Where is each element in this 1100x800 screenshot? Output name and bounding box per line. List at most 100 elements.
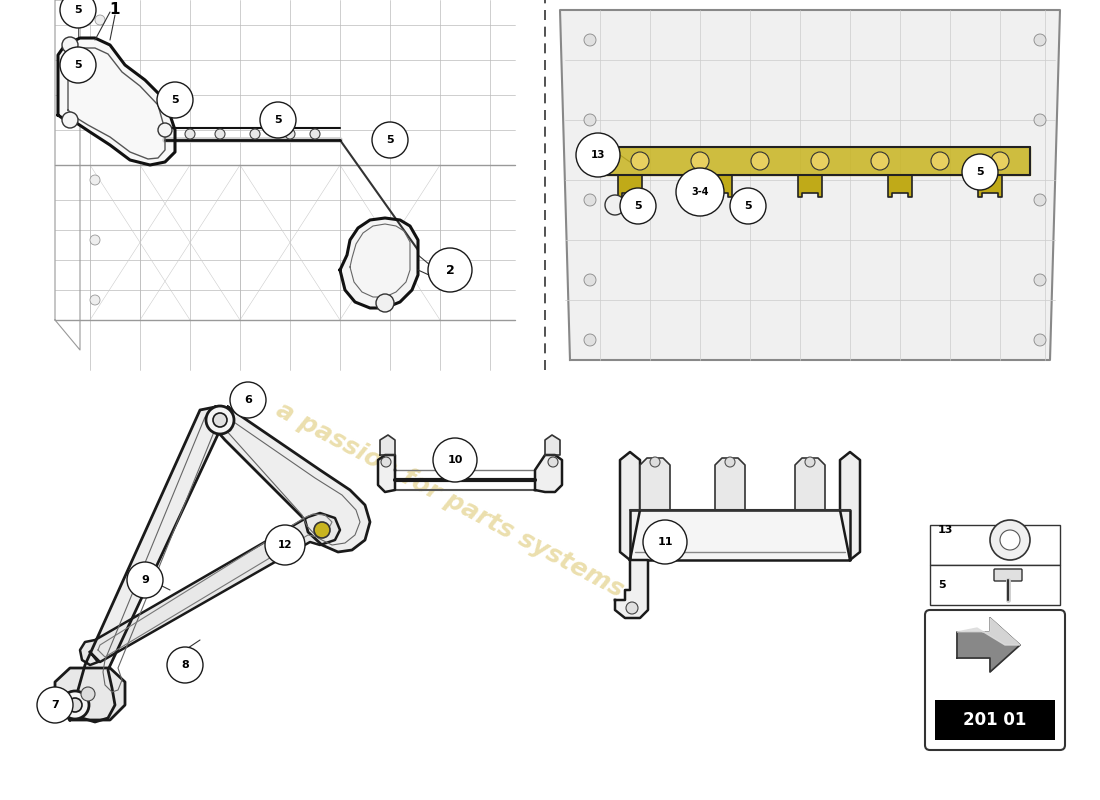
Circle shape xyxy=(167,647,204,683)
Polygon shape xyxy=(55,668,125,720)
Polygon shape xyxy=(535,455,562,492)
Text: 1: 1 xyxy=(110,2,120,18)
Circle shape xyxy=(991,152,1009,170)
Circle shape xyxy=(158,123,172,137)
Polygon shape xyxy=(379,435,395,455)
Circle shape xyxy=(931,152,949,170)
Circle shape xyxy=(584,194,596,206)
Text: 5: 5 xyxy=(386,135,394,145)
Text: 11: 11 xyxy=(658,537,673,547)
Polygon shape xyxy=(888,175,912,197)
Polygon shape xyxy=(640,458,670,510)
Text: 6: 6 xyxy=(244,395,252,405)
Text: 5: 5 xyxy=(74,60,81,70)
Circle shape xyxy=(626,602,638,614)
Circle shape xyxy=(433,438,477,482)
Circle shape xyxy=(584,334,596,346)
Text: 2: 2 xyxy=(446,263,454,277)
Circle shape xyxy=(90,175,100,185)
Circle shape xyxy=(584,274,596,286)
Circle shape xyxy=(584,34,596,46)
Polygon shape xyxy=(978,175,1002,197)
Text: 8: 8 xyxy=(182,660,189,670)
Circle shape xyxy=(376,294,394,312)
Circle shape xyxy=(157,82,192,118)
Circle shape xyxy=(60,0,96,28)
Text: 9: 9 xyxy=(141,575,149,585)
Bar xyxy=(930,565,1060,605)
Circle shape xyxy=(213,413,227,427)
Circle shape xyxy=(620,188,656,224)
Circle shape xyxy=(811,152,829,170)
Circle shape xyxy=(230,382,266,418)
Text: 5: 5 xyxy=(745,201,751,211)
Circle shape xyxy=(310,129,320,139)
Circle shape xyxy=(1000,530,1020,550)
Circle shape xyxy=(1034,334,1046,346)
FancyBboxPatch shape xyxy=(994,569,1022,581)
Circle shape xyxy=(260,102,296,138)
Text: 201 01: 201 01 xyxy=(964,711,1026,729)
Circle shape xyxy=(730,188,766,224)
Circle shape xyxy=(548,457,558,467)
Polygon shape xyxy=(798,175,822,197)
Polygon shape xyxy=(544,435,560,455)
Text: 5: 5 xyxy=(938,580,946,590)
Polygon shape xyxy=(957,618,1020,645)
Circle shape xyxy=(584,114,596,126)
Circle shape xyxy=(871,152,889,170)
Text: 5: 5 xyxy=(635,201,641,211)
Circle shape xyxy=(185,129,195,139)
Circle shape xyxy=(95,115,104,125)
Bar xyxy=(935,700,1055,740)
Circle shape xyxy=(37,687,73,723)
Polygon shape xyxy=(218,407,370,552)
Circle shape xyxy=(381,457,390,467)
Circle shape xyxy=(1034,34,1046,46)
Polygon shape xyxy=(957,618,1020,672)
Circle shape xyxy=(62,37,78,53)
Circle shape xyxy=(250,129,260,139)
Polygon shape xyxy=(840,452,860,560)
Circle shape xyxy=(751,152,769,170)
Circle shape xyxy=(644,520,688,564)
Circle shape xyxy=(805,457,815,467)
Circle shape xyxy=(265,525,305,565)
Polygon shape xyxy=(618,175,642,197)
Circle shape xyxy=(90,235,100,245)
Text: 5: 5 xyxy=(172,95,179,105)
Text: 13: 13 xyxy=(591,150,605,160)
Circle shape xyxy=(1034,274,1046,286)
Polygon shape xyxy=(560,10,1060,360)
Polygon shape xyxy=(378,455,395,492)
Circle shape xyxy=(68,698,82,712)
Circle shape xyxy=(60,691,89,719)
Circle shape xyxy=(60,47,96,83)
Circle shape xyxy=(126,562,163,598)
Polygon shape xyxy=(620,452,640,560)
Circle shape xyxy=(725,457,735,467)
Circle shape xyxy=(428,248,472,292)
Polygon shape xyxy=(75,407,230,722)
Polygon shape xyxy=(795,458,825,510)
Polygon shape xyxy=(80,513,340,665)
Text: 7: 7 xyxy=(51,700,59,710)
FancyBboxPatch shape xyxy=(925,610,1065,750)
Circle shape xyxy=(90,295,100,305)
Circle shape xyxy=(962,154,998,190)
Circle shape xyxy=(214,129,225,139)
Polygon shape xyxy=(708,175,732,197)
Circle shape xyxy=(650,457,660,467)
Circle shape xyxy=(605,195,625,215)
Polygon shape xyxy=(600,147,1030,175)
Circle shape xyxy=(206,406,234,434)
Text: a passion for parts systems: a passion for parts systems xyxy=(272,398,628,602)
Text: 5: 5 xyxy=(74,5,81,15)
Text: 5: 5 xyxy=(274,115,282,125)
Text: 3-4: 3-4 xyxy=(691,187,708,197)
Text: 10: 10 xyxy=(448,455,463,465)
Circle shape xyxy=(735,195,755,215)
Circle shape xyxy=(1034,194,1046,206)
Circle shape xyxy=(62,112,78,128)
Circle shape xyxy=(631,152,649,170)
